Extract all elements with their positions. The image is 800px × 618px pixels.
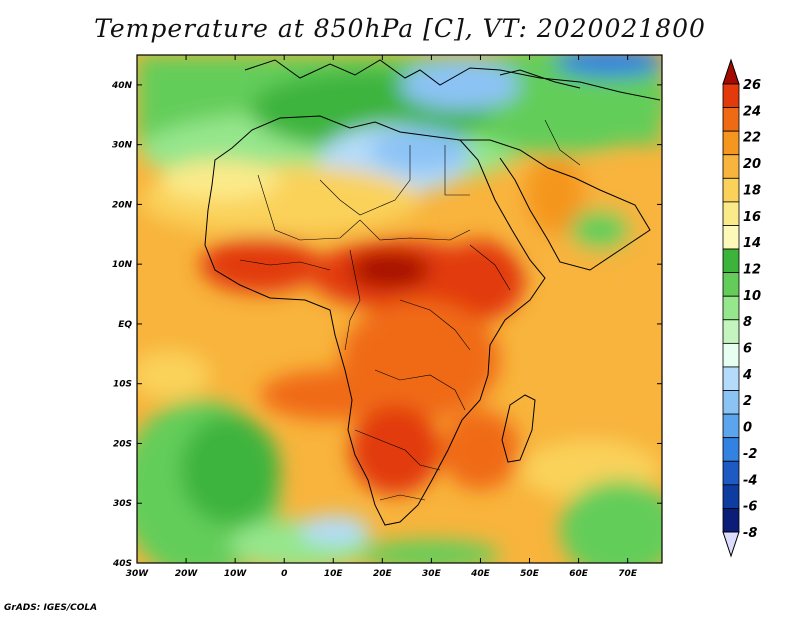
colorbar-label: 22	[743, 131, 761, 146]
lon-tick-label: 20W	[175, 569, 199, 579]
lat-tick-label: 40S	[112, 559, 132, 569]
colorbar-label: 20	[743, 157, 761, 172]
lat-tick-label: 30N	[112, 141, 133, 151]
lon-tick-label: 70E	[618, 569, 638, 579]
colorbar-label: -2	[743, 447, 757, 462]
colorbar-label: 0	[743, 421, 752, 436]
plot-frame	[136, 54, 663, 564]
colorbar-swatch	[722, 342, 740, 368]
colorbar-swatch	[722, 83, 740, 108]
colorbar-label: 14	[743, 236, 761, 251]
colorbar-label: -8	[743, 526, 757, 541]
lat-tick-label: EQ	[118, 320, 132, 330]
colorbar-swatch	[722, 272, 740, 297]
colorbar-label: -4	[743, 473, 757, 488]
colorbar-max-arrow	[722, 58, 740, 85]
colorbar-swatch	[722, 437, 740, 462]
temperature-field	[137, 55, 662, 563]
colorbar-label: 24	[743, 104, 761, 119]
map-title: Temperature at 850hPa [C], VT: 202002180…	[94, 14, 706, 43]
lon-tick-label: 30E	[422, 569, 442, 579]
colorbar-swatch	[722, 460, 740, 486]
lon-tick-label: 20E	[373, 569, 393, 579]
colorbar-swatch	[722, 154, 740, 179]
lon-tick-label: 10E	[324, 569, 344, 579]
lat-tick-label: 20N	[112, 200, 133, 210]
colorbar-label: 2	[743, 394, 752, 409]
colorbar-swatch	[722, 201, 740, 226]
lon-tick-label: 60E	[569, 569, 589, 579]
colorbar-label: 10	[743, 289, 761, 304]
credit-label: GrADS: IGES/COLA	[4, 603, 98, 613]
lat-tick-label: 10N	[112, 260, 133, 270]
colorbar-label: 6	[743, 342, 752, 357]
colorbar-label: 4	[742, 368, 752, 383]
colorbar-swatch	[722, 295, 740, 321]
country-borders	[239, 119, 581, 501]
colorbar-swatch	[722, 508, 740, 533]
lon-tick-label: 0	[281, 569, 287, 579]
colorbar-swatch	[722, 107, 740, 132]
colorbar-label: 26	[743, 78, 761, 93]
lat-tick-label: 20S	[113, 439, 132, 449]
colorbar-swatch	[722, 248, 740, 274]
latitude-axis: 40N 30N 20N 10N EQ 10S 20S 30S 40S	[111, 81, 662, 569]
lon-tick-label: 40E	[470, 569, 491, 579]
colorbar-swatch	[722, 319, 740, 344]
colorbar-label: 8	[743, 315, 752, 330]
colorbar-label: 18	[743, 183, 761, 198]
colorbar-swatch	[722, 130, 740, 156]
colorbar-swatch	[722, 413, 740, 439]
lon-tick-label: 10W	[224, 569, 248, 579]
colorbar-swatch	[722, 366, 740, 391]
colorbar-swatch	[722, 177, 740, 203]
colorbar-swatch	[722, 225, 740, 250]
lat-tick-label: 40N	[111, 81, 133, 91]
lat-tick-label: 10S	[113, 380, 132, 390]
colorbar-min-arrow	[722, 531, 740, 558]
longitude-axis: 30W 20W 10W 0 10E 20E 30E 40E 50E 60E 70E	[126, 55, 638, 579]
colorbar-swatch	[722, 484, 740, 509]
lon-tick-label: 50E	[520, 569, 540, 579]
coastlines	[204, 59, 661, 526]
colorbar-label: -6	[743, 500, 757, 515]
lat-tick-label: 30S	[113, 499, 132, 509]
colorbar-label: 12	[743, 262, 761, 277]
colorbar-swatch	[722, 390, 740, 415]
lon-tick-label: 30W	[126, 569, 150, 579]
colorbar-label: 16	[743, 210, 761, 225]
